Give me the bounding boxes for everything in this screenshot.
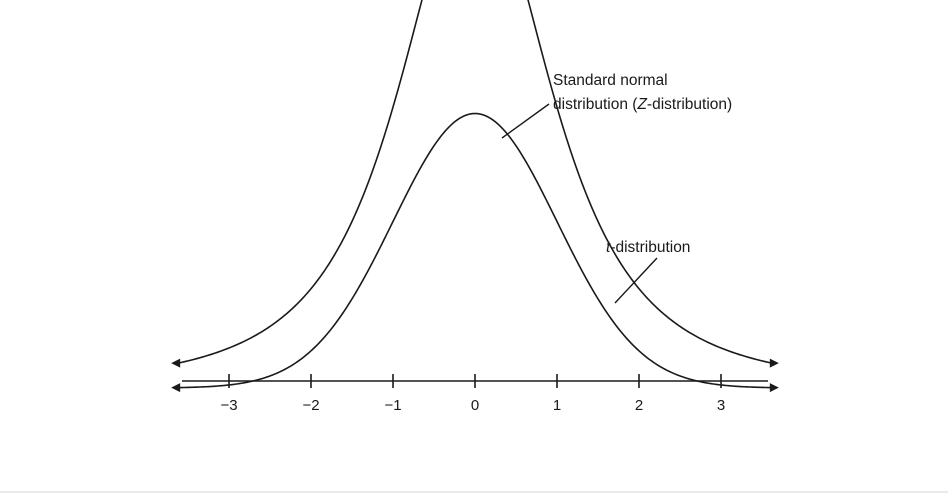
t-distribution-curve-right-arrow [769, 358, 779, 368]
t-label-italic: t [606, 239, 611, 256]
normal-leader-line [501, 103, 550, 139]
t-distribution-curve [177, 0, 773, 364]
x-tick-label: 1 [553, 397, 561, 414]
normal-curve [178, 112, 772, 389]
t-leader-line [614, 257, 658, 304]
normal-label-italic: Z [636, 96, 647, 113]
x-tick-label: 3 [717, 397, 725, 414]
curves-layer [171, 0, 779, 393]
x-axis-ticks: −3 −2 −1 0 1 2 3 [220, 374, 725, 414]
t-label: t-distribution [606, 239, 690, 256]
normal-curve-right-arrow [769, 383, 779, 393]
x-tick-label: −3 [220, 397, 237, 414]
normal-label-line1: Standard normal [553, 72, 668, 89]
x-tick-label: −2 [302, 397, 319, 414]
normal-label-suffix: -distribution) [647, 96, 732, 113]
normal-label-prefix: distribution ( [553, 96, 638, 113]
t-label-suffix: -distribution [610, 239, 690, 256]
normal-label-line2: distribution (Z-distribution) [553, 96, 732, 113]
x-tick-label: −1 [384, 397, 401, 414]
normal-curve-left-arrow [171, 383, 181, 393]
x-tick-label: 2 [635, 397, 643, 414]
x-tick-label: 0 [471, 397, 479, 414]
t-distribution-curve-left-arrow [171, 358, 181, 368]
